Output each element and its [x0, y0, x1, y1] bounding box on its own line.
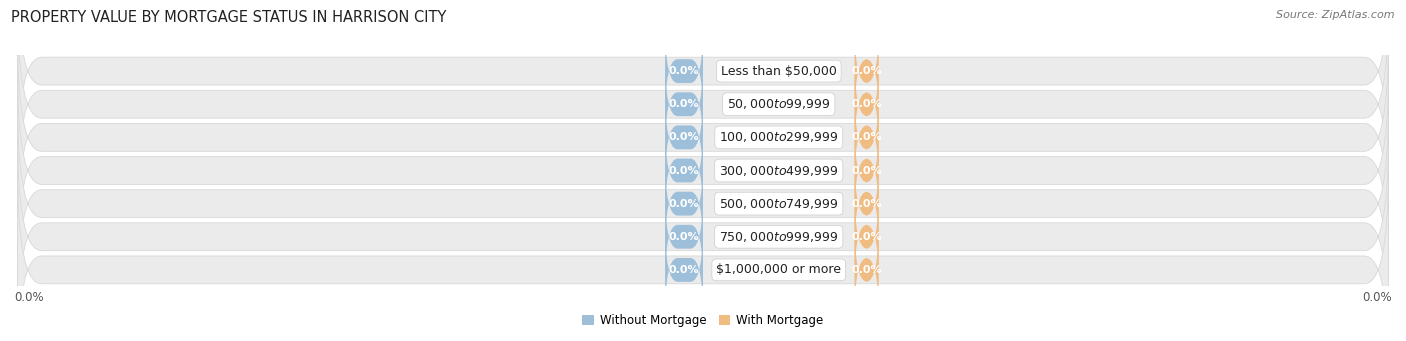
- FancyBboxPatch shape: [17, 35, 1389, 239]
- Text: PROPERTY VALUE BY MORTGAGE STATUS IN HARRISON CITY: PROPERTY VALUE BY MORTGAGE STATUS IN HAR…: [11, 10, 447, 25]
- FancyBboxPatch shape: [17, 2, 1389, 206]
- FancyBboxPatch shape: [17, 69, 1389, 272]
- FancyBboxPatch shape: [665, 189, 703, 284]
- Text: 0.0%: 0.0%: [851, 132, 882, 143]
- FancyBboxPatch shape: [665, 222, 703, 317]
- Text: 0.0%: 0.0%: [669, 265, 699, 275]
- Text: $1,000,000 or more: $1,000,000 or more: [716, 263, 841, 276]
- Text: 0.0%: 0.0%: [851, 165, 882, 176]
- FancyBboxPatch shape: [855, 90, 879, 185]
- Text: 0.0%: 0.0%: [851, 99, 882, 109]
- FancyBboxPatch shape: [855, 123, 879, 218]
- FancyBboxPatch shape: [17, 0, 1389, 173]
- FancyBboxPatch shape: [17, 102, 1389, 306]
- FancyBboxPatch shape: [665, 57, 703, 152]
- Text: $500,000 to $749,999: $500,000 to $749,999: [718, 197, 838, 211]
- FancyBboxPatch shape: [855, 222, 879, 317]
- FancyBboxPatch shape: [665, 90, 703, 185]
- Text: 0.0%: 0.0%: [851, 198, 882, 209]
- FancyBboxPatch shape: [855, 57, 879, 152]
- Text: 0.0%: 0.0%: [669, 132, 699, 143]
- Text: 0.0%: 0.0%: [851, 232, 882, 242]
- Text: 0.0%: 0.0%: [851, 66, 882, 76]
- Text: 0.0%: 0.0%: [669, 165, 699, 176]
- Text: $750,000 to $999,999: $750,000 to $999,999: [718, 230, 838, 244]
- Text: $300,000 to $499,999: $300,000 to $499,999: [718, 163, 838, 178]
- Legend: Without Mortgage, With Mortgage: Without Mortgage, With Mortgage: [578, 309, 828, 331]
- FancyBboxPatch shape: [17, 168, 1389, 341]
- FancyBboxPatch shape: [855, 156, 879, 251]
- Text: $50,000 to $99,999: $50,000 to $99,999: [727, 97, 831, 111]
- FancyBboxPatch shape: [665, 24, 703, 119]
- Text: 0.0%: 0.0%: [851, 265, 882, 275]
- FancyBboxPatch shape: [17, 135, 1389, 339]
- FancyBboxPatch shape: [855, 24, 879, 119]
- Text: 0.0%: 0.0%: [14, 292, 44, 305]
- FancyBboxPatch shape: [855, 189, 879, 284]
- Text: 0.0%: 0.0%: [669, 66, 699, 76]
- Text: Less than $50,000: Less than $50,000: [721, 65, 837, 78]
- Text: $100,000 to $299,999: $100,000 to $299,999: [720, 130, 838, 144]
- Text: Source: ZipAtlas.com: Source: ZipAtlas.com: [1277, 10, 1395, 20]
- FancyBboxPatch shape: [665, 156, 703, 251]
- Text: 0.0%: 0.0%: [669, 232, 699, 242]
- Text: 0.0%: 0.0%: [669, 198, 699, 209]
- Text: 0.0%: 0.0%: [669, 99, 699, 109]
- Text: 0.0%: 0.0%: [1362, 292, 1392, 305]
- FancyBboxPatch shape: [665, 123, 703, 218]
